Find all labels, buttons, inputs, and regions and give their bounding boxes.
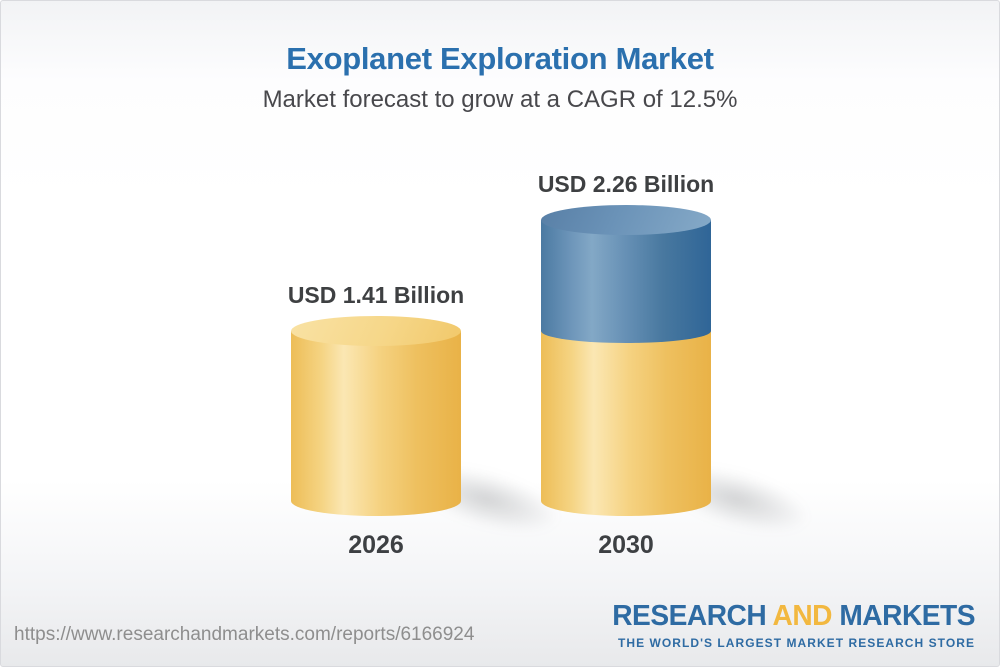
logo-word-research: RESEARCH bbox=[612, 600, 767, 632]
research-and-markets-logo: RESEARCH AND MARKETS THE WORLD'S LARGEST… bbox=[601, 600, 975, 650]
logo-tagline: THE WORLD'S LARGEST MARKET RESEARCH STOR… bbox=[617, 636, 975, 650]
bar-2026-cylinder bbox=[291, 331, 461, 516]
value-label-2026: USD 1.41 Billion bbox=[287, 282, 465, 308]
page-title: Exoplanet Exploration Market bbox=[286, 41, 714, 76]
category-label-2026: 2026 bbox=[348, 531, 404, 559]
page-subtitle: Market forecast to grow at a CAGR of 12.… bbox=[262, 86, 738, 113]
category-label-2030: 2030 bbox=[598, 531, 654, 559]
bar-2030-cap bbox=[541, 205, 711, 235]
bar-2030-base-segment bbox=[541, 331, 711, 516]
logo-wordmark: RESEARCH AND MARKETS bbox=[612, 600, 975, 633]
report-url: https://www.researchandmarkets.com/repor… bbox=[14, 624, 475, 645]
logo-word-and: AND bbox=[772, 600, 832, 632]
bar-2026-cap bbox=[291, 316, 461, 346]
bar-2030-growth-segment bbox=[541, 220, 711, 343]
value-label-2030: USD 2.26 Billion bbox=[537, 171, 715, 197]
logo-word-markets: MARKETS bbox=[839, 600, 975, 632]
